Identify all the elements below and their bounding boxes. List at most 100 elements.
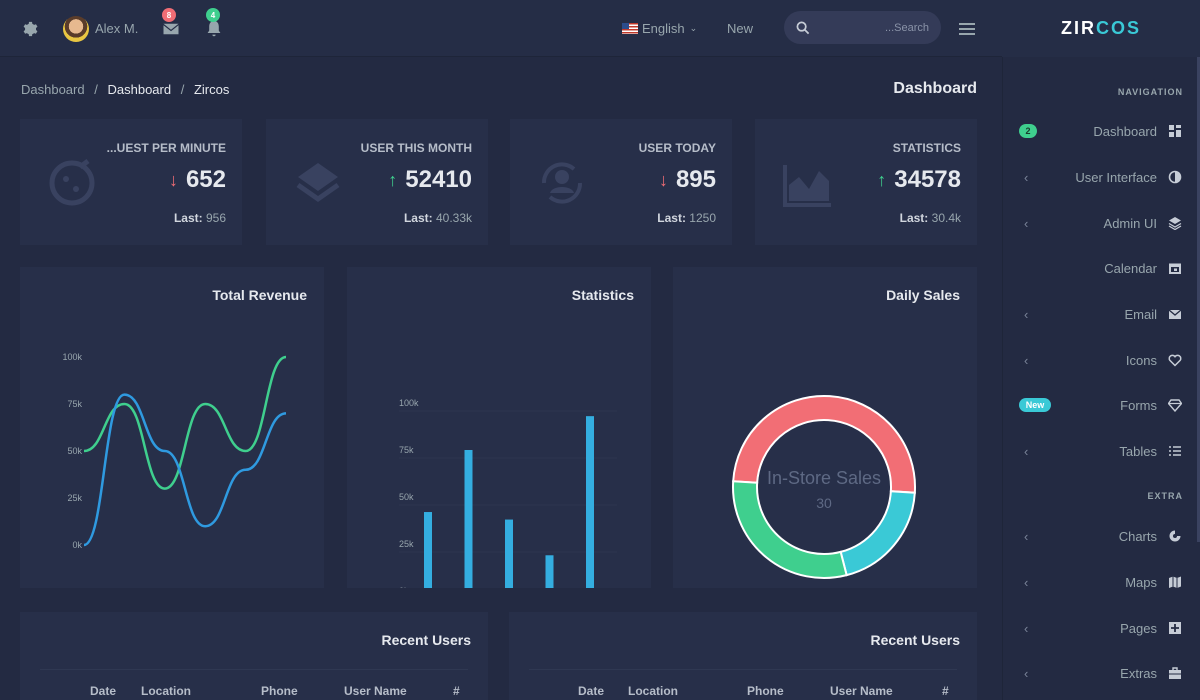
- recent-users-card-2: Recent Users Date Location Phone User Na…: [509, 612, 977, 700]
- sidebar-item-maps[interactable]: ‹ Maps: [1003, 562, 1200, 602]
- column-header[interactable]: Location: [628, 684, 678, 698]
- stat-value: ↑ 34578: [877, 166, 961, 194]
- stat-card-statistics: STATISTICS ↑ 34578 Last: 30.4k: [755, 119, 977, 245]
- user-menu[interactable]: Alex M.: [63, 0, 138, 57]
- search-box[interactable]: ...Search: [784, 11, 941, 44]
- stat-value: ↑ 52410: [388, 166, 472, 194]
- sidebar-item-email[interactable]: ‹ Email: [1003, 294, 1200, 334]
- briefcase-icon: [1169, 667, 1181, 679]
- column-header[interactable]: Date: [578, 684, 605, 698]
- dashboard-icon: [1169, 125, 1181, 137]
- user-name: Alex M.: [95, 21, 139, 36]
- stat-value: ↓ 895: [659, 166, 716, 194]
- brand-bar: ZIRCOS: [1002, 0, 1200, 57]
- logo[interactable]: ZIRCOS: [1061, 18, 1141, 39]
- y-tick-label: 25k: [399, 539, 414, 549]
- column-header[interactable]: #: [453, 684, 460, 698]
- notifications-button[interactable]: 4: [206, 0, 222, 57]
- sidebar-item-label: Calendar: [1104, 260, 1157, 276]
- messages-button[interactable]: 8: [162, 0, 180, 57]
- search-input[interactable]: ...Search: [884, 21, 929, 34]
- stat-last: Last: 956: [174, 211, 226, 225]
- divider: [529, 669, 957, 670]
- y-tick-label: 50k: [67, 446, 82, 456]
- us-flag-icon: [622, 23, 638, 34]
- center-value: 30: [816, 495, 832, 511]
- sidebar-item-admin-ui[interactable]: ‹ Admin UI: [1003, 203, 1200, 243]
- y-tick-label: 25k: [67, 493, 82, 503]
- arrow-up-icon: ↑: [877, 169, 887, 190]
- layers-icon: [1168, 217, 1182, 230]
- main-content: Dashboard / Dashboard / Zircos Dashboard…: [0, 57, 1002, 700]
- arrow-up-icon: ↑: [388, 169, 398, 190]
- sidebar-item-label: Icons: [1125, 352, 1157, 368]
- sidebar-item-charts[interactable]: ‹ Charts: [1003, 516, 1200, 556]
- sidebar-scrollbar[interactable]: [1197, 57, 1200, 542]
- language-selector[interactable]: English ⌄: [622, 0, 697, 57]
- sidebar: NAVIGATION EXTRA Dashboard 2 ‹ User Interfa…: [1002, 57, 1200, 700]
- line-chart: 0k25k50k75k100k2010: [62, 352, 287, 550]
- new-menu-link[interactable]: New: [727, 0, 753, 57]
- hamburger-icon: [959, 22, 975, 35]
- sidebar-item-tables[interactable]: ‹ Tables: [1003, 431, 1200, 471]
- column-header[interactable]: Date: [90, 684, 117, 698]
- stat-last: Last: 30.4k: [900, 211, 961, 225]
- settings-gear-icon[interactable]: [20, 0, 38, 57]
- column-header[interactable]: User Name: [344, 684, 407, 698]
- sidebar-item-label: Email: [1124, 306, 1157, 322]
- logo-text-part1: ZIR: [1060, 18, 1096, 38]
- sidebar-item-label: Tables: [1119, 443, 1157, 459]
- rocket-icon: [49, 159, 95, 206]
- avatar: [63, 15, 89, 42]
- chevron-left-icon: ‹: [1024, 169, 1029, 185]
- stat-last-value: 956: [205, 211, 226, 225]
- sidebar-item-pages[interactable]: ‹ Pages: [1003, 608, 1200, 648]
- y-tick-label: 75k: [399, 445, 414, 455]
- center-label: In-Store Sales: [767, 468, 881, 488]
- statistics-card: Statistics 0k25k50k75k100k01/1603/1605/1…: [347, 267, 651, 588]
- stat-number: 34578: [894, 166, 961, 193]
- breadcrumb-item-2[interactable]: Dashboard: [107, 82, 172, 97]
- column-header[interactable]: User Name: [830, 684, 893, 698]
- stat-last-label: Last:: [403, 211, 433, 225]
- column-header[interactable]: Location: [141, 684, 191, 698]
- menu-toggle-button[interactable]: [958, 0, 976, 57]
- sidebar-item-icons[interactable]: ‹ Icons: [1003, 340, 1200, 380]
- stat-card-user-today: USER TODAY ↓ 895 Last: 1250: [510, 119, 732, 245]
- sidebar-item-dashboard[interactable]: Dashboard 2: [1003, 111, 1200, 151]
- sidebar-item-extras[interactable]: ‹ Extras: [1003, 653, 1200, 693]
- column-header[interactable]: Phone: [747, 684, 784, 698]
- card-title: Recent Users: [870, 632, 961, 648]
- stat-card-requests: ...UEST PER MINUTE ↓ 652 Last: 956: [20, 119, 242, 245]
- sidebar-item-user-interface[interactable]: ‹ User Interface: [1003, 157, 1200, 197]
- y-tick-label: 100k: [399, 398, 419, 408]
- map-icon: [1169, 576, 1181, 588]
- breadcrumb-separator: /: [180, 82, 185, 97]
- page-title: Dashboard: [893, 80, 977, 97]
- stat-label: USER TODAY: [638, 141, 716, 155]
- stat-last: Last: 40.33k: [404, 211, 472, 225]
- area-chart-icon: [783, 165, 831, 207]
- chevron-left-icon: ‹: [1024, 215, 1029, 231]
- sidebar-item-forms[interactable]: Forms New: [1003, 385, 1200, 425]
- envelope-icon: [163, 23, 179, 34]
- bar-chart: 0k25k50k75k100k01/1603/1605/16: [399, 398, 617, 588]
- sidebar-heading-extra: EXTRA: [1147, 491, 1183, 501]
- stat-card-user-month: USER THIS MONTH ↑ 52410 Last: 40.33k: [266, 119, 488, 245]
- arrow-down-icon: ↓: [168, 169, 178, 190]
- sidebar-item-label: Maps: [1125, 574, 1157, 590]
- search-icon: [796, 21, 810, 34]
- slice-unlabeled: [839, 490, 916, 577]
- sidebar-item-calendar[interactable]: Calendar: [1003, 248, 1200, 288]
- bell-icon: [207, 20, 221, 36]
- stat-last: Last: 1250: [657, 211, 716, 225]
- column-header[interactable]: Phone: [261, 684, 298, 698]
- stat-value: ↓ 652: [169, 166, 226, 194]
- sidebar-item-label: Forms: [1120, 397, 1157, 413]
- stat-label: STATISTICS: [892, 141, 961, 155]
- breadcrumb-item-1[interactable]: Dashboard: [21, 82, 85, 97]
- y-tick-label: 0k: [72, 540, 82, 550]
- stat-number: 895: [675, 166, 716, 193]
- list-icon: [1169, 446, 1181, 456]
- column-header[interactable]: #: [942, 684, 949, 698]
